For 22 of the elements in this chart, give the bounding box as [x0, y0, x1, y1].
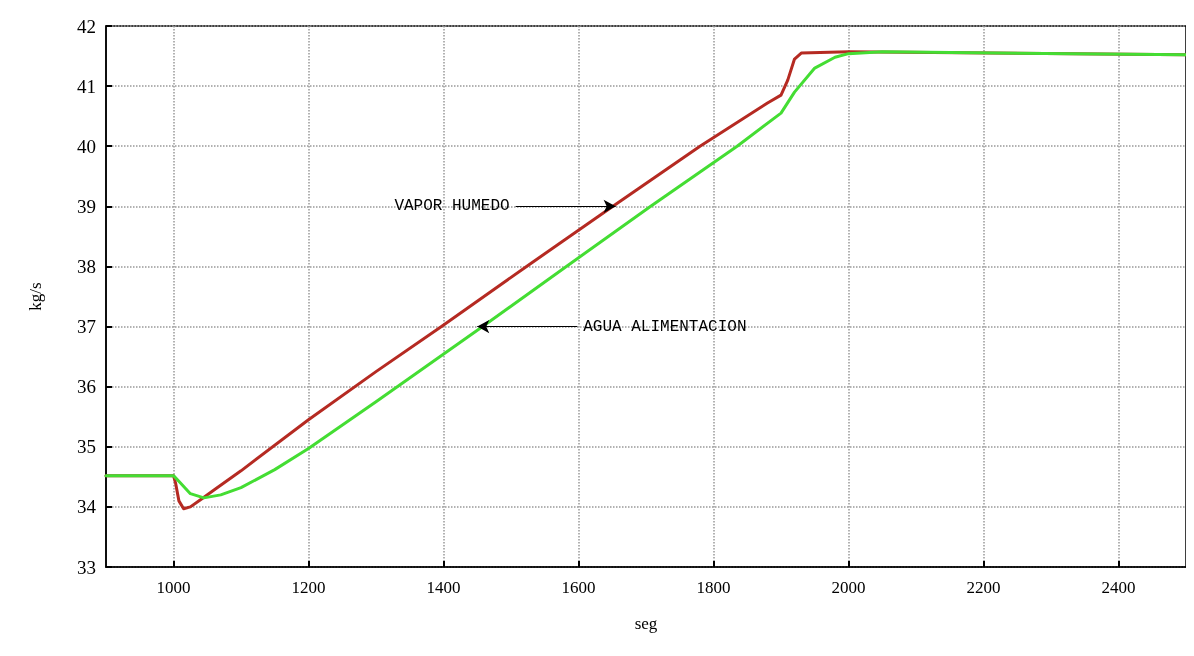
y-axis-title: kg/s [26, 282, 45, 311]
x-tick-label: 1600 [561, 578, 596, 597]
annotation: AGUA ALIMENTACION [583, 317, 747, 336]
x-tick-label: 2200 [966, 578, 1001, 597]
x-tick-label: 2400 [1101, 578, 1136, 597]
y-tick-label: 39 [77, 195, 96, 217]
x-tick-label: 1400 [426, 578, 461, 597]
y-tick-label: 42 [77, 15, 96, 37]
y-tick-label: 38 [77, 255, 96, 277]
y-tick-label: 37 [77, 316, 96, 338]
x-tick-label: 1800 [696, 578, 731, 597]
y-tick-label: 34 [77, 496, 97, 518]
x-tick-label: 1200 [291, 578, 326, 597]
y-tick-label: 35 [77, 436, 96, 458]
y-tick-label: 33 [77, 556, 96, 578]
x-tick-label: 2000 [831, 578, 866, 597]
x-axis-title: seg [634, 614, 658, 633]
y-tick-label: 36 [77, 376, 96, 398]
y-tick-label: 41 [77, 75, 96, 97]
y-tick-label: 40 [77, 135, 96, 157]
annotation: VAPOR HUMEDO [394, 197, 510, 216]
x-tick-label: 1000 [156, 578, 191, 597]
